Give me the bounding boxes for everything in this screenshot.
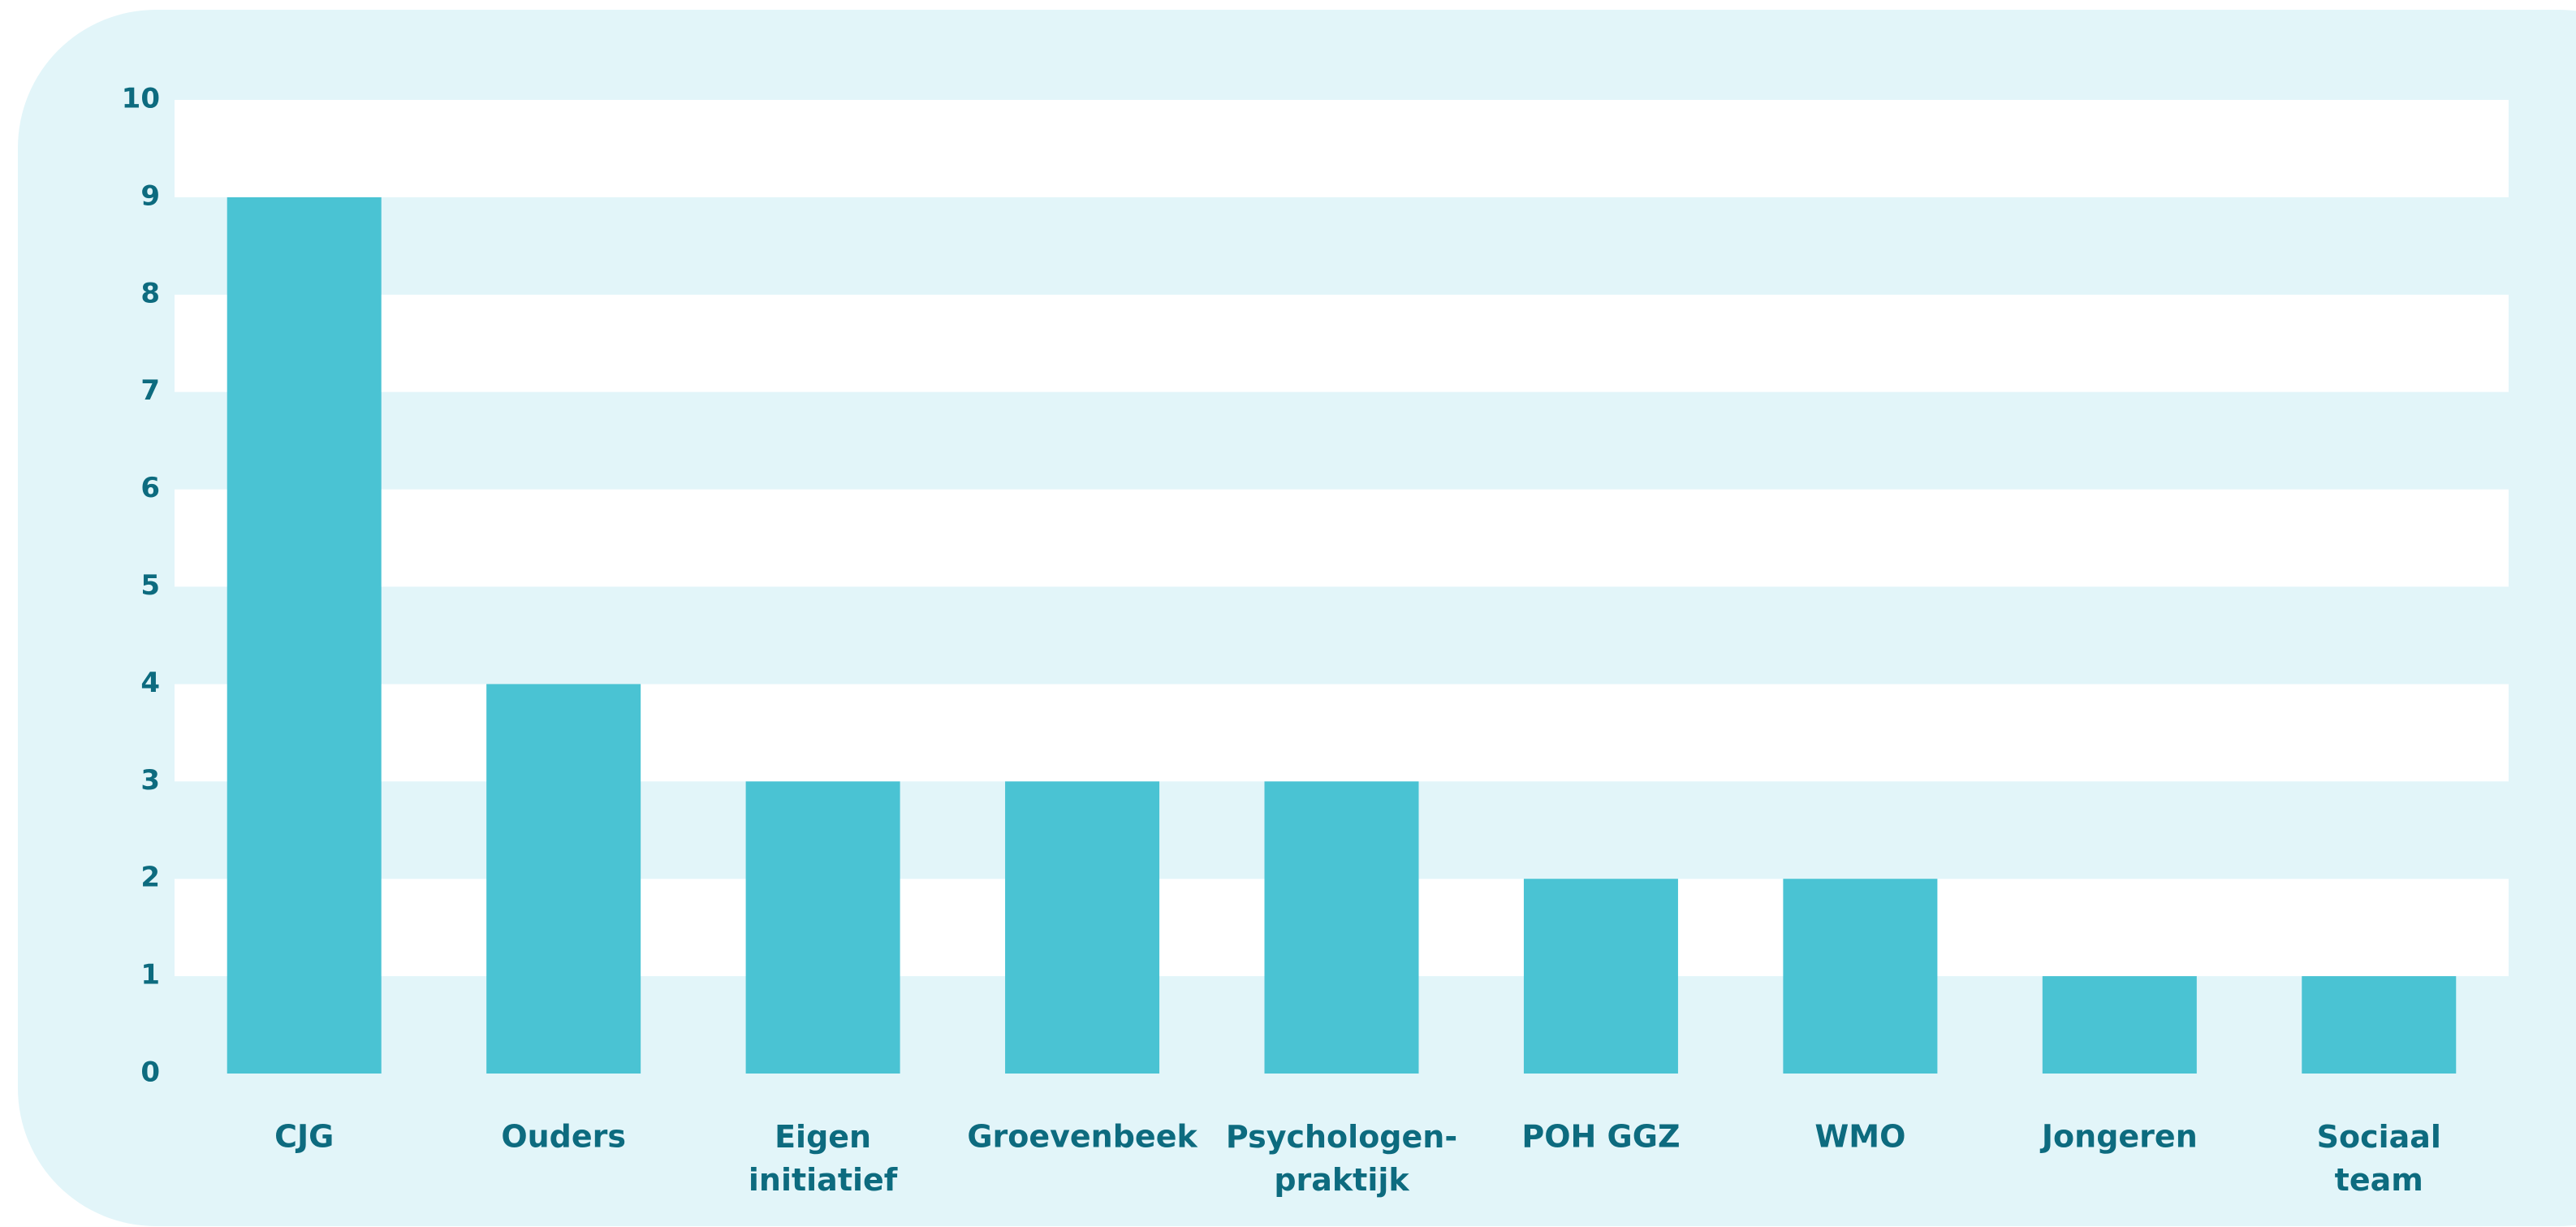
- y-tick-label: 10: [122, 83, 160, 115]
- y-tick-label: 0: [140, 1056, 160, 1089]
- bar: [486, 684, 641, 1074]
- bar: [745, 781, 900, 1074]
- y-tick-label: 3: [140, 764, 160, 797]
- y-tick-label: 6: [140, 472, 160, 504]
- bar: [1523, 879, 1678, 1074]
- x-tick-label: Jongeren: [2039, 1119, 2198, 1155]
- grid-band: [175, 294, 2509, 392]
- x-tick-label: Groevenbeek: [967, 1119, 1197, 1155]
- bar: [2302, 976, 2457, 1074]
- y-tick-label: 8: [140, 277, 160, 309]
- y-tick-label: 4: [140, 667, 160, 699]
- y-tick-label: 1: [140, 959, 160, 992]
- grid-band: [175, 197, 2509, 295]
- grid-band: [175, 391, 2509, 490]
- x-tick-label: WMO: [1814, 1119, 1905, 1155]
- grid-band: [175, 489, 2509, 587]
- x-tick-label: Psychologen-praktijk: [1226, 1119, 1457, 1198]
- bar: [1264, 781, 1419, 1074]
- bar: [1783, 879, 1938, 1074]
- x-tick-label: CJG: [274, 1119, 334, 1155]
- x-tick-label: Sociaal team: [2317, 1119, 2441, 1198]
- y-tick-label: 9: [140, 179, 160, 212]
- bar: [227, 197, 382, 1074]
- y-tick-label: 7: [140, 374, 160, 407]
- grid-band: [175, 100, 2509, 197]
- x-tick-label: Eigen initiatief: [749, 1119, 898, 1198]
- x-tick-label: Ouders: [501, 1119, 626, 1155]
- y-tick-label: 5: [140, 569, 160, 602]
- bar: [1005, 781, 1160, 1074]
- x-tick-label: POH GGZ: [1521, 1119, 1680, 1155]
- bar: [2042, 976, 2197, 1074]
- y-tick-label: 2: [140, 862, 160, 894]
- grid-band: [175, 586, 2509, 685]
